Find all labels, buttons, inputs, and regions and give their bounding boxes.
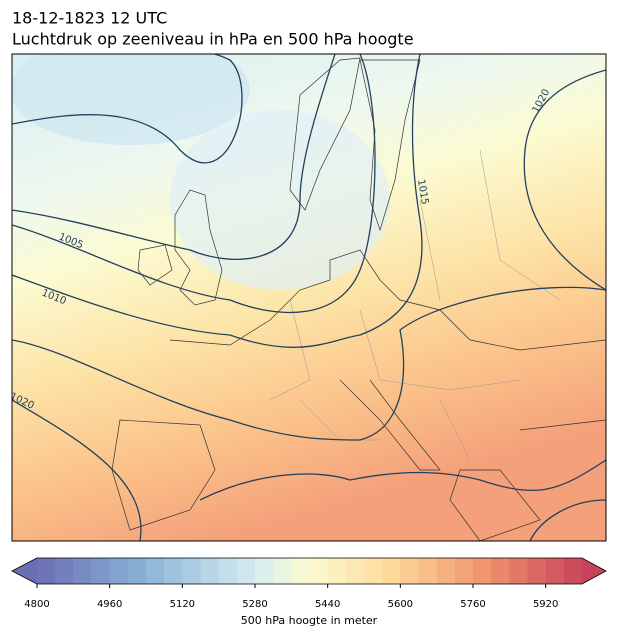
colorbar-tick-label: 5760 — [460, 599, 485, 610]
low-area — [170, 110, 390, 290]
colorbar-band — [273, 558, 292, 584]
isobar — [12, 399, 606, 541]
low-area — [12, 54, 250, 145]
isobar — [12, 54, 243, 164]
colorbar-extend-high — [582, 558, 606, 584]
colorbar-label: 500 hPa hoogte in meter — [241, 614, 378, 627]
colorbar-band — [73, 558, 92, 584]
colorbar-tick-label: 4800 — [24, 599, 49, 610]
colorbar-band — [545, 558, 565, 584]
isobar — [523, 69, 606, 291]
colorbar-band — [255, 558, 274, 584]
colorbar-tick-label: 4960 — [97, 599, 122, 610]
contour-label: 1015 — [415, 179, 430, 206]
colorbar-band — [37, 558, 56, 584]
colorbar-tick-label: 5600 — [388, 599, 413, 610]
colorbar-band — [236, 558, 256, 584]
colorbar-band — [309, 558, 329, 584]
colorbar-band — [327, 558, 347, 584]
colorbar-extend-low — [12, 558, 37, 584]
colorbar-tick-label: 5440 — [315, 599, 340, 610]
isobar — [12, 54, 336, 260]
colorbar-band — [527, 558, 547, 584]
colorbar-band — [55, 558, 74, 584]
map-frame — [11, 53, 607, 542]
colorbar-band — [127, 558, 147, 584]
colorbar-band — [218, 558, 238, 584]
colorbar: 4800 4960 5120 5280 5440 5600 5760 5920 — [11, 557, 607, 610]
colorbar-band — [345, 558, 365, 584]
colorbar-band — [164, 558, 183, 584]
colorbar-band — [364, 558, 383, 584]
colorbar-band — [418, 558, 438, 584]
colorbar-band — [291, 558, 310, 584]
colorbar-band — [454, 558, 474, 584]
colorbar-band — [400, 558, 419, 584]
colorbar-band — [563, 558, 583, 584]
colorbar-band — [491, 558, 510, 584]
isobar — [12, 54, 423, 348]
colorbar-tick-label: 5920 — [533, 599, 558, 610]
colorbar-band — [91, 558, 111, 584]
isobar — [12, 54, 376, 314]
colorbar-band — [200, 558, 220, 584]
colorbar-band — [382, 558, 401, 584]
date-title: 18-12-1823 12 UTC — [12, 9, 167, 28]
coastline — [111, 57, 606, 541]
colorbar-outline — [11, 557, 607, 585]
colorbar-band — [146, 558, 165, 584]
colorbar-band — [436, 558, 456, 584]
map-title: Luchtdruk op zeeniveau in hPa en 500 hPa… — [12, 30, 414, 49]
colorbar-band — [509, 558, 528, 584]
colorbar-tick-label: 5280 — [242, 599, 267, 610]
colorbar-band — [182, 558, 201, 584]
colorbar-band — [473, 558, 492, 584]
isobar — [12, 286, 606, 441]
colorbar-band — [109, 558, 129, 584]
country-border — [269, 149, 561, 461]
map-area: 1005 1010 1020 1015 1020 — [12, 54, 606, 541]
colorbar-tick-label: 5120 — [170, 599, 195, 610]
isobar — [529, 499, 606, 541]
